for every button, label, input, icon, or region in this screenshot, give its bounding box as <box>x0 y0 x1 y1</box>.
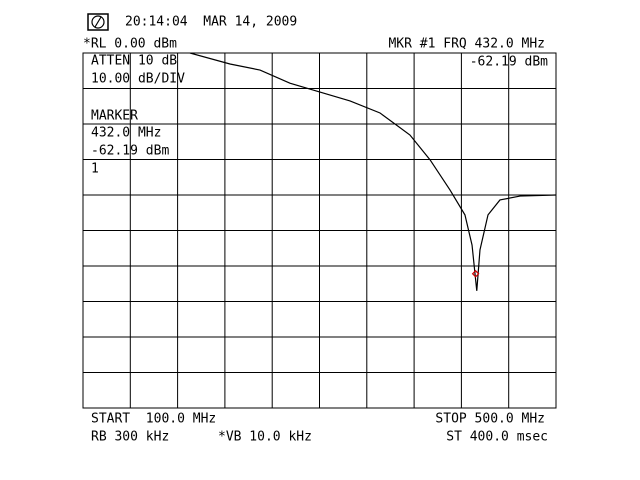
trace-layer <box>189 53 556 291</box>
grid <box>83 53 556 408</box>
res-bw: RB 300 kHz <box>91 430 169 445</box>
marker-freq: 432.0 MHz <box>91 126 161 141</box>
sweep-time: ST 400.0 msec <box>446 430 548 445</box>
attenuation: ATTEN 10 dB <box>91 54 177 69</box>
marker-label: MARKER <box>91 109 138 124</box>
marker-freq-header: MKR #1 FRQ 432.0 MHz <box>388 37 545 52</box>
marker-level: -62.19 dBm <box>91 144 169 159</box>
trace-line <box>189 53 556 291</box>
marker-level-header: -62.19 dBm <box>470 55 548 70</box>
marker <box>471 269 480 278</box>
video-bw: *VB 10.0 kHz <box>218 430 312 445</box>
logo <box>87 13 109 31</box>
ref-level: *RL 0.00 dBm <box>83 37 177 52</box>
scale: 10.00 dB/DIV <box>91 72 185 87</box>
marker-number: 1 <box>91 162 99 177</box>
start-freq: START 100.0 MHz <box>91 412 216 427</box>
datetime: 20:14:04 MAR 14, 2009 <box>125 15 297 30</box>
stop-freq: STOP 500.0 MHz <box>435 412 545 427</box>
